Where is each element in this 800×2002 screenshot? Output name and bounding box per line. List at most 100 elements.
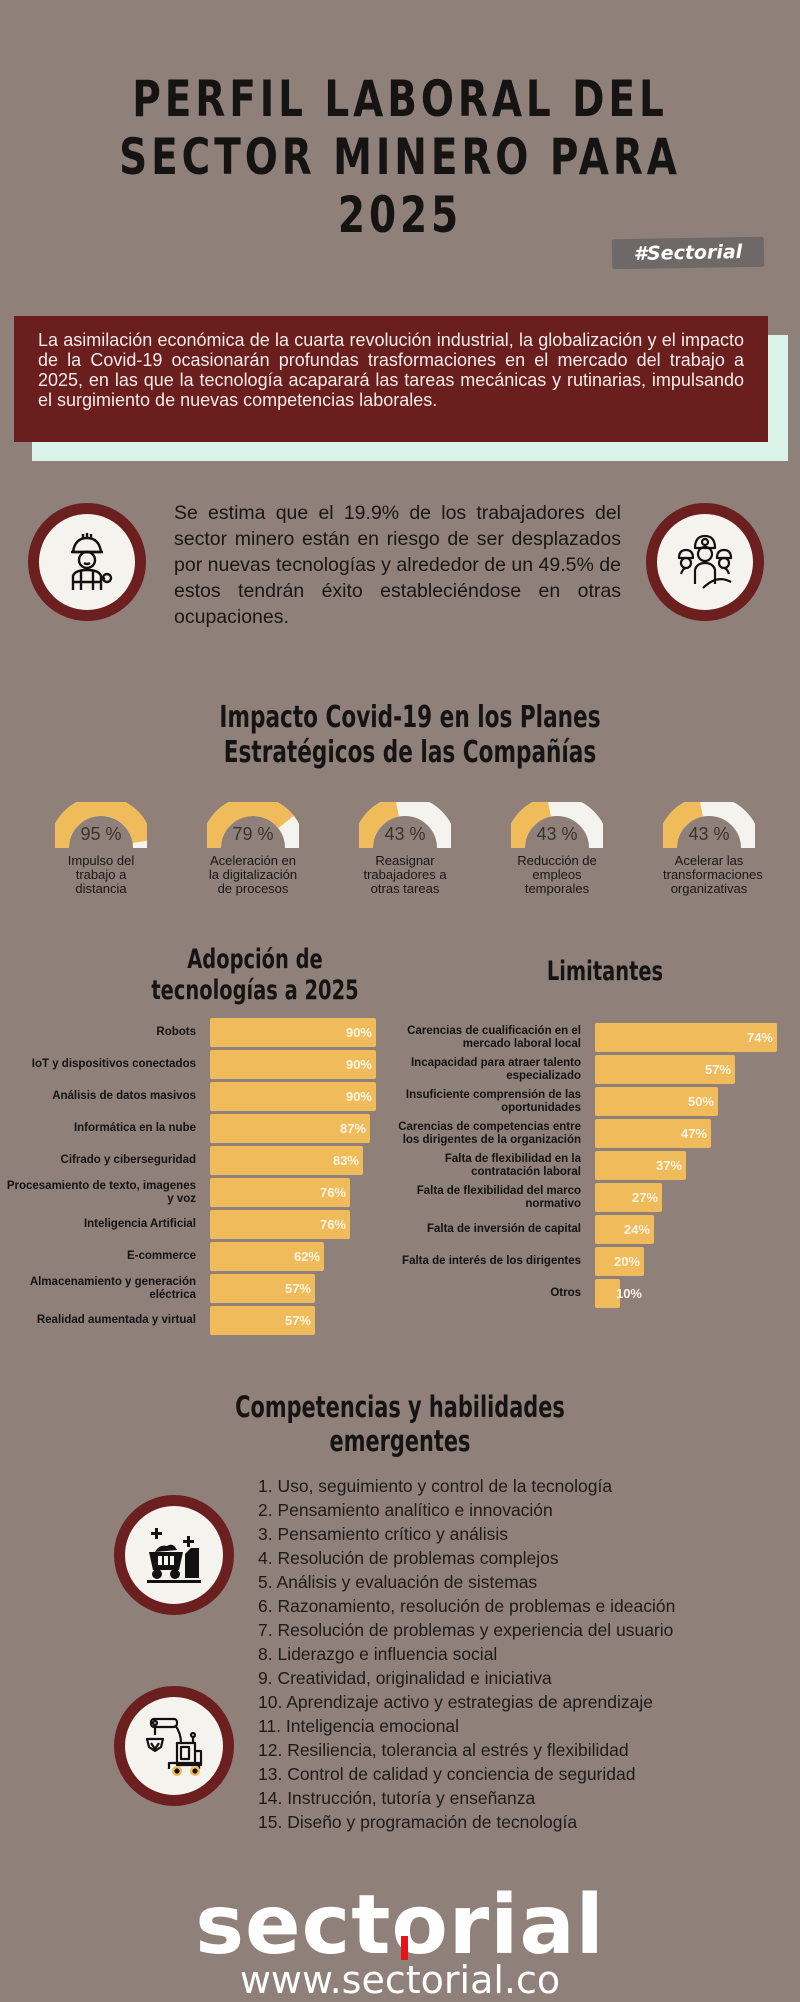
adopcion-title: Adopción de tecnologías a 2025 — [151, 944, 360, 1006]
bar-label: Falta de flexibilidad del marco normativ… — [416, 1184, 581, 1210]
gauge-label: Reasignar trabajadores a otras tareas — [363, 853, 447, 896]
adopcion-row: IoT y dispositivos conectados 90% — [0, 1050, 376, 1079]
bar: 83% — [210, 1146, 363, 1175]
intro-text: La asimilación económica de la cuarta re… — [38, 330, 744, 410]
bar-value: 10% — [615, 1286, 642, 1301]
stat-text: Se estima que el 19.9% de los trabajador… — [174, 502, 621, 628]
bar-label: Insuficiente comprensión de las oportuni… — [405, 1088, 581, 1114]
bar-value: 57% — [704, 1062, 731, 1077]
adopcion-row: Informática en la nube 87% — [0, 1114, 370, 1143]
intro-panel: La asimilación económica de la cuarta re… — [14, 316, 768, 442]
bar-value: 74% — [746, 1030, 773, 1045]
adopcion-row: E-commerce 62% — [0, 1242, 324, 1271]
gauge-arc — [48, 795, 153, 849]
bar-label: Robots — [156, 1026, 196, 1038]
bar: 27% — [595, 1183, 662, 1212]
bar-value: 62% — [293, 1249, 320, 1264]
gauge-arc — [352, 796, 457, 849]
list-item: 12. Resiliencia, tolerancia al estrés y … — [258, 1740, 629, 1760]
bar-value: 76% — [319, 1217, 346, 1232]
gauge-value: 95 % — [80, 824, 122, 844]
bar: 57% — [595, 1055, 735, 1084]
bar: 87% — [210, 1114, 370, 1143]
list-item: 14. Instrucción, tutoría y enseñanza — [258, 1788, 536, 1808]
gauge-label: Acelerar las transformaciones organizati… — [663, 853, 763, 896]
bar: 90% — [210, 1018, 376, 1047]
gauge-value: 43 % — [536, 824, 578, 844]
bar: 50% — [595, 1087, 718, 1116]
bar-value: 20% — [613, 1254, 640, 1269]
title-line-1: PERFIL LABORAL DEL — [132, 70, 668, 128]
list-item: 5. Análisis y evaluación de sistemas — [258, 1572, 538, 1592]
bar-label: Falta de interés de los dirigentes — [402, 1255, 581, 1267]
limitantes-row: Otros 10% — [380, 1279, 642, 1308]
list-item: 7. Resolución de problemas y experiencia… — [258, 1620, 674, 1640]
bar-label: Realidad aumentada y virtual — [36, 1314, 196, 1326]
limitantes-row: Falta de flexibilidad en la contratación… — [380, 1151, 686, 1180]
logo-red-bar-icon — [401, 1936, 409, 1960]
bar-value: 57% — [284, 1313, 311, 1328]
adopcion-row: Realidad aumentada y virtual 57% — [0, 1306, 315, 1335]
gauge-value: 43 % — [384, 824, 426, 844]
sectorial-logo: sectorial www.sectorial.co — [0, 1878, 800, 2000]
limitantes-row: Carencias de cualificación en el mercado… — [380, 1023, 777, 1052]
logo-wordmark: sectorial — [195, 1878, 605, 1973]
list-item: 13. Control de calidad y conciencia de s… — [258, 1764, 636, 1784]
gauge-value: 79 % — [232, 824, 274, 844]
gauge-value: 43 % — [688, 824, 730, 844]
bar-value: 47% — [680, 1126, 707, 1141]
adopcion-row: Robots 90% — [0, 1018, 376, 1047]
bar: 90% — [210, 1082, 376, 1111]
gauge-label: Reducción de empleos temporales — [517, 853, 597, 896]
bar-value: 90% — [345, 1089, 372, 1104]
hashtag-text: #Sectorial — [633, 241, 743, 265]
bar-label: E-commerce — [126, 1250, 196, 1262]
list-item: 9. Creatividad, originalidad e iniciativ… — [258, 1668, 552, 1688]
bar-label: IoT y dispositivos conectados — [31, 1058, 196, 1070]
limitantes-row: Falta de interés de los dirigentes 20% — [380, 1247, 644, 1276]
competencias-list: 1. Uso, seguimiento y control de la tecn… — [258, 1474, 675, 1834]
bar-value: 27% — [631, 1190, 658, 1205]
miners-group-icon — [646, 503, 764, 621]
bar-value: 50% — [687, 1094, 714, 1109]
bar: 37% — [595, 1151, 686, 1180]
list-item: 15. Diseño y programación de tecnología — [258, 1812, 578, 1832]
covid-section-title: Impacto Covid-19 en los Planes Estratégi… — [219, 700, 601, 770]
title-line-3: 2025 — [337, 186, 463, 244]
page-title: PERFIL LABORAL DEL SECTOR MINERO PARA 20… — [88, 70, 712, 244]
hashtag-badge: #Sectorial — [611, 236, 765, 270]
limitantes-row: Falta de flexibilidad del marco normativ… — [380, 1183, 662, 1212]
limitantes-row: Incapacidad para atraer talento especial… — [380, 1055, 735, 1084]
limitantes-title: Limitantes — [546, 956, 664, 987]
bar: 62% — [210, 1242, 324, 1271]
mine-cart-icon — [114, 1495, 234, 1615]
gauge-label: Aceleración en la digitalización de proc… — [208, 853, 298, 896]
bar-label: Carencias de cualificación en el mercado… — [407, 1024, 581, 1050]
bar-value: 90% — [345, 1025, 372, 1040]
adopcion-row: Almacenamiento y generación eléctrica 57% — [0, 1274, 315, 1303]
list-item: 4. Resolución de problemas complejos — [258, 1548, 559, 1568]
gauge-arc — [201, 796, 305, 849]
list-item: 2. Pensamiento analítico e innovación — [258, 1500, 553, 1520]
list-item: 10. Aprendizaje activo y estrategias de … — [258, 1692, 653, 1712]
gauge-arc — [504, 796, 609, 849]
bar: 20% — [595, 1247, 644, 1276]
list-item: 3. Pensamiento crítico y análisis — [258, 1524, 508, 1544]
adopcion-row: Análisis de datos masivos 90% — [0, 1082, 376, 1111]
bar-value: 83% — [332, 1153, 359, 1168]
gauge-label: Impulso del trabajo a distancia — [67, 853, 135, 896]
bar-label: Falta de inversión de capital — [426, 1223, 581, 1235]
list-item: 6. Razonamiento, resolución de problemas… — [258, 1596, 676, 1616]
bar-label: Carencias de competencias entre los diri… — [398, 1120, 581, 1146]
bar: 24% — [595, 1215, 654, 1244]
bar-label: Otros — [550, 1287, 581, 1299]
gauge-org-transform: 43 % Acelerar las transformaciones organ… — [656, 796, 763, 896]
adopcion-row: Procesamiento de texto, imagenes y voz 76… — [0, 1178, 350, 1207]
bar: 47% — [595, 1119, 711, 1148]
adopcion-title-line: tecnologías a 2025 — [151, 975, 359, 1006]
bar-value: 90% — [345, 1057, 372, 1072]
bar-value: 57% — [284, 1281, 311, 1296]
miner-worker-icon — [28, 503, 146, 621]
gauge-digitalization: 79 % Aceleración en la digitalización de… — [201, 796, 305, 896]
bar-value: 76% — [319, 1185, 346, 1200]
